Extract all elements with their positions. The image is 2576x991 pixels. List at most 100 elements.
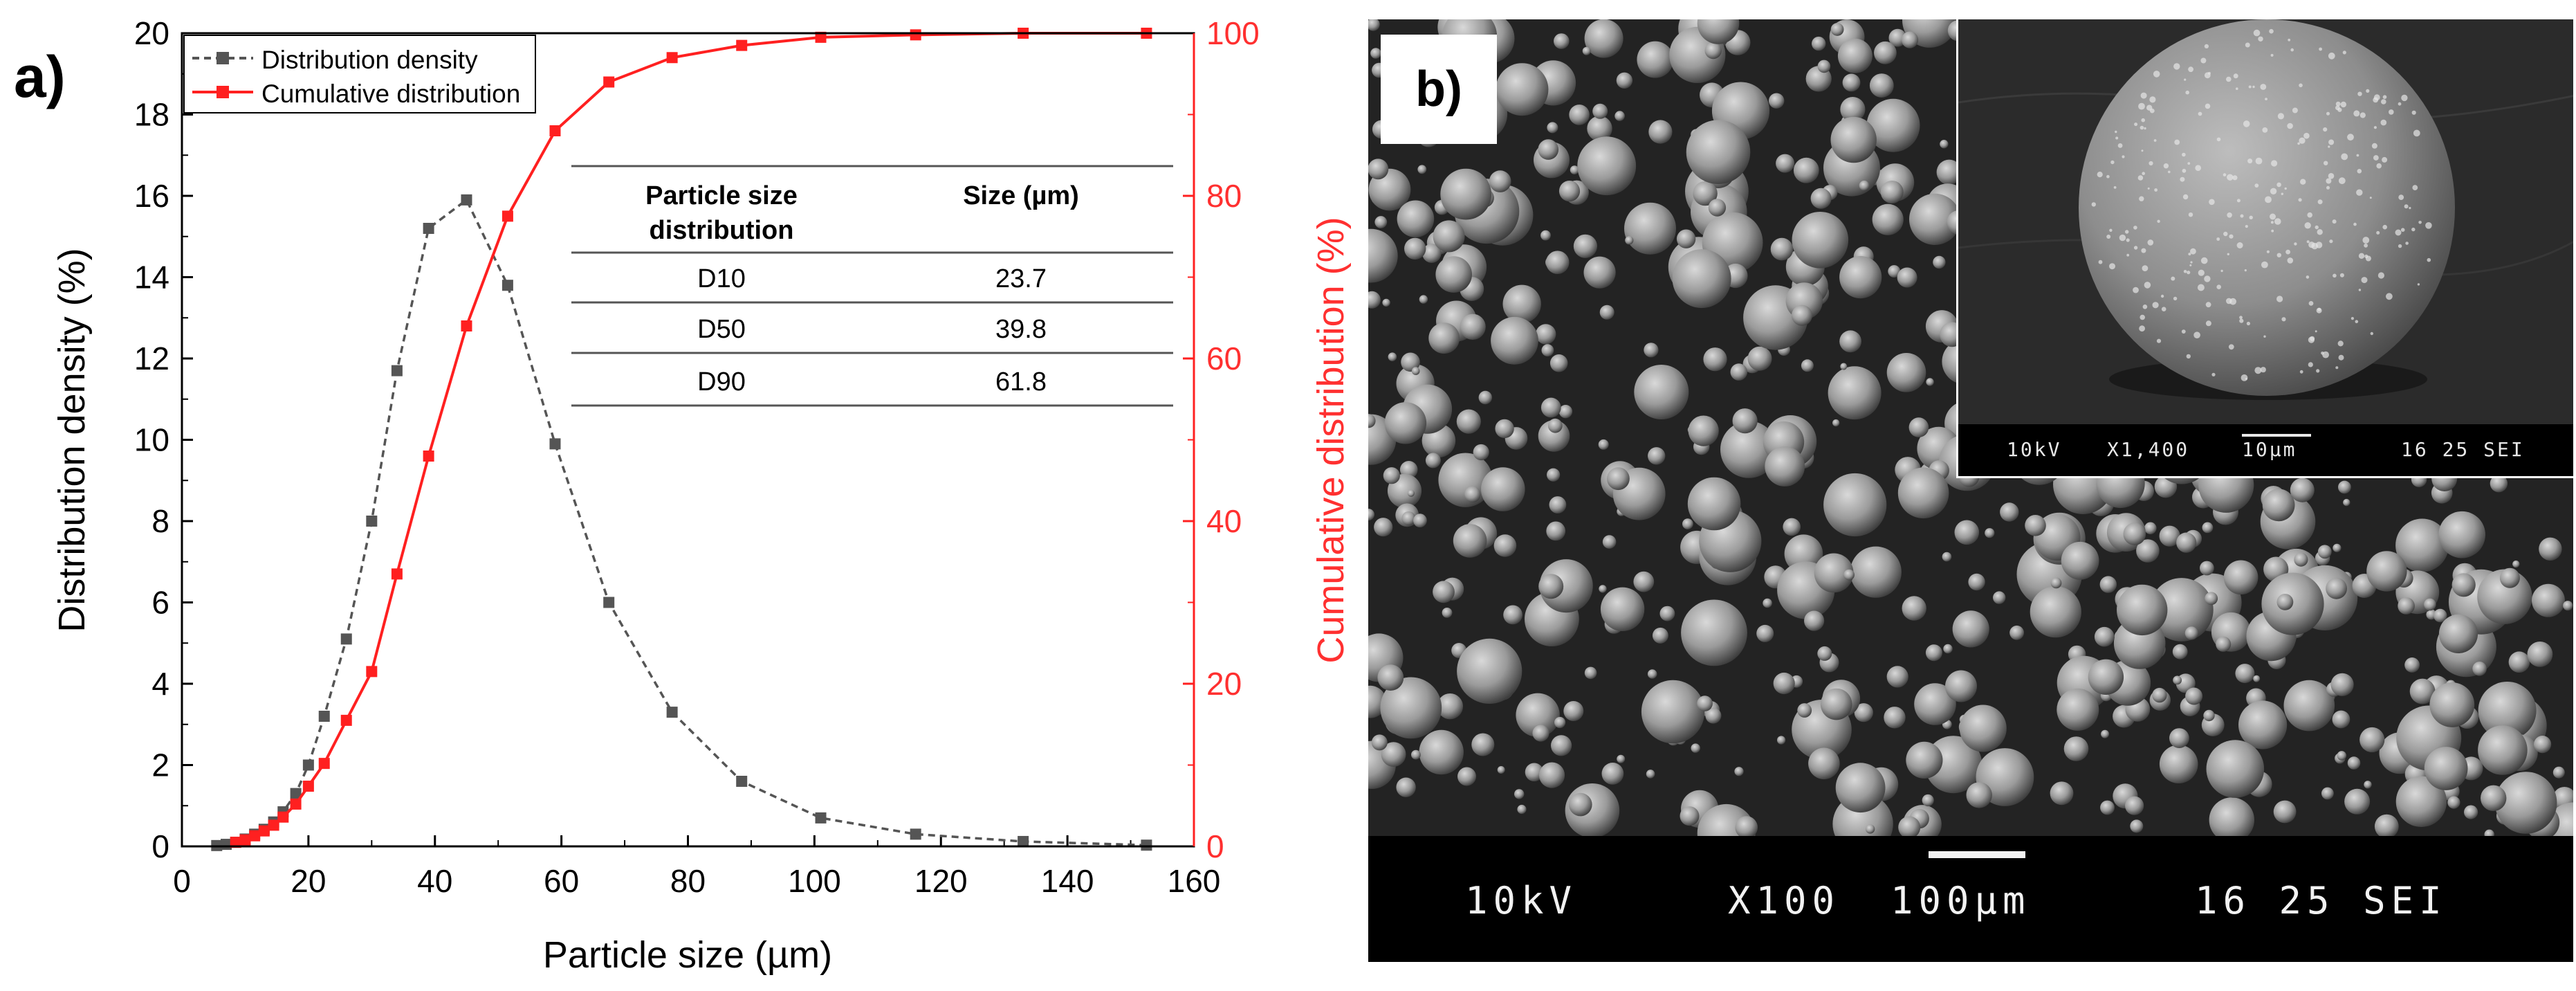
- cumulative-point-10: [366, 666, 378, 678]
- powder-particle: [1952, 610, 1989, 648]
- surface-satellite: [2338, 354, 2344, 361]
- surface-satellite: [2097, 172, 2103, 178]
- powder-particle: [2025, 515, 2046, 536]
- powder-particle: [1820, 688, 1852, 720]
- powder-particle: [2395, 776, 2447, 828]
- surface-satellite: [2308, 242, 2315, 248]
- x-tick-label: 0: [173, 863, 191, 899]
- powder-particle: [1401, 511, 1416, 526]
- powder-particle: [1812, 36, 1826, 51]
- powder-particle: [1708, 199, 1727, 217]
- surface-satellite: [2400, 228, 2405, 233]
- surface-satellite: [2195, 165, 2201, 171]
- powder-particle: [1599, 585, 1607, 593]
- surface-satellite: [2115, 136, 2119, 140]
- powder-particle: [1496, 63, 1549, 116]
- powder-particle: [2532, 583, 2565, 617]
- powder-particle: [1616, 72, 1633, 89]
- surface-satellite: [2357, 91, 2362, 96]
- powder-particle: [2364, 781, 2372, 789]
- x-tick-label: 140: [1041, 863, 1094, 899]
- powder-particle: [1874, 41, 1897, 64]
- powder-particle: [2374, 814, 2399, 836]
- surface-satellite: [2276, 253, 2281, 257]
- powder-particle: [1966, 782, 1992, 808]
- plot-frame: [181, 32, 1195, 848]
- powder-particle: [2332, 710, 2350, 729]
- surface-satellite: [2380, 119, 2387, 126]
- powder-particle: [1517, 804, 1527, 815]
- powder-particle: [1830, 116, 1877, 163]
- surface-satellite: [2156, 338, 2162, 343]
- sem-voltage: 10kV: [1465, 879, 1578, 922]
- surface-satellite: [2115, 130, 2117, 134]
- surface-satellite: [2369, 197, 2372, 199]
- surface-satellite: [2133, 287, 2139, 293]
- surface-satellite: [2117, 143, 2123, 148]
- powder-particle: [1886, 353, 1926, 392]
- surface-satellite: [2216, 284, 2221, 290]
- density-point-1: [221, 839, 232, 851]
- powder-particle: [1830, 23, 1844, 36]
- surface-satellite: [2371, 143, 2377, 149]
- powder-particle: [1577, 136, 1637, 196]
- powder-particle: [1602, 535, 1617, 549]
- powder-particle: [1814, 553, 1854, 593]
- surface-satellite: [2247, 158, 2253, 164]
- powder-particle: [1600, 587, 1645, 631]
- surface-satellite: [2139, 325, 2145, 332]
- surface-satellite: [2198, 111, 2202, 116]
- cumulative-point-4: [268, 819, 279, 831]
- powder-particle: [2478, 682, 2537, 740]
- density-point-24: [1141, 839, 1152, 851]
- powder-particle: [1516, 693, 1560, 737]
- powder-particle: [2050, 781, 2074, 806]
- surface-satellite: [2140, 125, 2144, 130]
- cumulative-point-2: [249, 830, 261, 842]
- surface-satellite: [2323, 127, 2328, 132]
- powder-particle: [1792, 212, 1849, 269]
- surface-satellite: [2254, 367, 2262, 374]
- surface-satellite: [2233, 73, 2238, 79]
- panel-b-label: b): [1381, 35, 1497, 144]
- powder-particle: [1777, 736, 1786, 745]
- surface-satellite: [2308, 362, 2313, 367]
- powder-particle: [1898, 816, 1921, 836]
- surface-satellite: [2232, 175, 2238, 181]
- surface-satellite: [2223, 173, 2227, 176]
- powder-particle: [1735, 816, 1758, 836]
- powder-particle: [1985, 528, 1995, 538]
- powder-particle: [1433, 581, 1455, 603]
- powder-particle: [1776, 154, 1795, 173]
- powder-particle: [1563, 701, 1584, 721]
- surface-satellite: [2236, 242, 2243, 248]
- powder-particle: [2464, 805, 2478, 819]
- surface-satellite: [2228, 344, 2234, 350]
- powder-particle: [1843, 569, 1855, 581]
- surface-satellite: [2245, 42, 2250, 48]
- x-tick-label: 100: [788, 863, 841, 899]
- surface-satellite: [2316, 369, 2320, 373]
- surface-satellite: [2328, 145, 2330, 148]
- powder-particle: [1954, 520, 1980, 545]
- powder-particle: [2563, 601, 2573, 611]
- powder-particle: [2184, 626, 2198, 640]
- cumulative-point-5: [277, 811, 289, 823]
- distribution-density-line: [217, 198, 1147, 847]
- surface-satellite: [2317, 199, 2323, 205]
- density-point-21: [815, 812, 827, 824]
- surface-satellite: [2244, 269, 2247, 272]
- surface-satellite: [2240, 214, 2244, 218]
- powder-particle: [2283, 680, 2335, 731]
- powder-particle: [1914, 683, 1956, 725]
- surface-satellite: [2106, 174, 2110, 179]
- powder-particle: [1554, 33, 1570, 49]
- surface-satellite: [2339, 273, 2344, 278]
- surface-satellite: [2188, 212, 2193, 217]
- powder-particle: [1641, 680, 1705, 744]
- powder-particle: [2235, 664, 2255, 684]
- powder-particle: [1540, 397, 1561, 418]
- surface-satellite: [2373, 126, 2377, 129]
- surface-satellite: [2226, 76, 2232, 82]
- surface-satellite: [2133, 226, 2137, 230]
